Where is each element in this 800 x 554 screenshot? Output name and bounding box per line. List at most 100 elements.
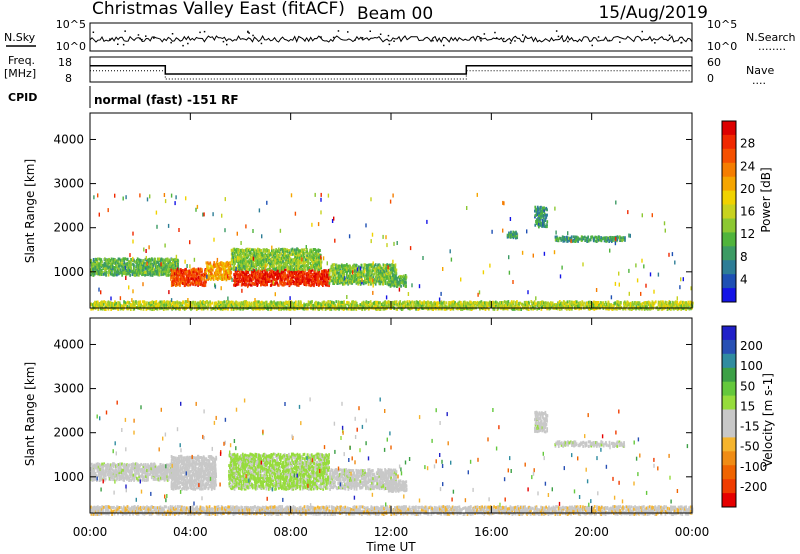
power-cell — [287, 275, 290, 279]
power-cell — [90, 260, 93, 264]
power-cell — [314, 273, 317, 277]
power-cell — [537, 301, 539, 305]
power-cell — [162, 263, 165, 266]
power-cell — [119, 271, 122, 275]
power-cell — [281, 280, 284, 283]
power-cell — [267, 255, 270, 259]
power-cell — [160, 265, 163, 268]
power-cell — [164, 271, 167, 275]
power-cell — [116, 263, 118, 267]
power-cell — [243, 256, 245, 260]
power-cell — [246, 253, 249, 257]
power-cell — [534, 223, 537, 227]
power-cell — [376, 300, 379, 304]
power-cell — [351, 300, 353, 304]
power-cell — [273, 278, 276, 282]
power-cell — [123, 259, 126, 263]
power-cell — [566, 302, 569, 306]
power-cell — [251, 272, 253, 276]
power-cell — [398, 278, 401, 282]
power-cell — [117, 272, 120, 276]
power-cell — [365, 281, 368, 285]
power-cell — [198, 304, 200, 308]
power-cell — [267, 259, 269, 262]
power-cell — [282, 283, 285, 287]
power-cell — [264, 276, 267, 280]
power-cell — [207, 271, 210, 275]
power-cell — [335, 263, 338, 267]
power-cell — [108, 269, 111, 273]
power-cell — [370, 265, 372, 269]
power-cell — [99, 261, 101, 265]
power-cell — [318, 265, 321, 269]
power-cell — [230, 252, 233, 256]
power-cell — [198, 272, 201, 276]
power-cell — [648, 307, 650, 311]
nsearch-point — [347, 31, 349, 33]
power-cell — [277, 271, 280, 275]
power-cell — [252, 307, 255, 311]
power-cell — [222, 274, 225, 278]
power-cell — [544, 213, 547, 217]
power-cell — [225, 275, 228, 279]
power-cell — [300, 279, 303, 283]
power-cell — [299, 278, 302, 282]
power-cell — [233, 265, 236, 269]
power-cell — [382, 280, 385, 284]
power-cell — [392, 280, 395, 284]
power-cell — [96, 300, 99, 304]
power-cell — [387, 302, 390, 306]
power-cell — [227, 269, 230, 273]
power-cell — [302, 252, 305, 256]
power-cell — [220, 264, 223, 268]
power-cell — [268, 256, 271, 259]
power-cell — [559, 307, 561, 311]
power-cell — [187, 304, 190, 308]
power-cell — [317, 304, 320, 308]
power-cell — [361, 271, 363, 275]
power-cell — [405, 280, 407, 284]
power-cell — [379, 271, 381, 275]
power-cell — [130, 263, 133, 267]
power-cell — [242, 307, 244, 311]
power-cell — [168, 301, 171, 305]
power-cell — [113, 302, 115, 306]
power-cell — [122, 262, 124, 266]
power-cell — [300, 305, 303, 309]
power-cell — [414, 303, 417, 307]
power-cell — [572, 302, 575, 306]
power-cell — [222, 264, 224, 268]
power-cell — [212, 277, 215, 281]
power-cell — [577, 301, 580, 305]
power-cell — [283, 268, 286, 272]
nsearch-point — [480, 37, 482, 39]
power-cell — [352, 305, 355, 309]
power-cell — [216, 269, 219, 273]
power-cell — [271, 301, 274, 305]
power-cell — [301, 264, 304, 268]
power-cell — [107, 273, 110, 277]
power-cell — [241, 256, 243, 260]
power-cell — [192, 282, 194, 286]
power-cell — [342, 282, 344, 286]
power-cell — [329, 268, 331, 272]
power-cell — [156, 264, 159, 268]
power-cell — [181, 305, 183, 309]
power-cell — [122, 257, 125, 261]
power-cell — [379, 307, 382, 311]
nsearch-point — [522, 34, 524, 36]
power-cell — [273, 264, 276, 268]
power-cell — [287, 258, 290, 262]
power-cell — [568, 307, 571, 311]
power-cell — [310, 271, 312, 275]
power-cell — [409, 301, 412, 305]
power-cell — [443, 303, 446, 307]
nsearch-point — [387, 34, 390, 37]
power-cell — [688, 307, 691, 311]
power-cell — [364, 307, 366, 311]
power-cell — [260, 262, 262, 266]
power-cell — [331, 300, 333, 304]
power-cell — [121, 258, 123, 262]
power-cell — [104, 307, 106, 311]
power-cell — [187, 270, 189, 273]
